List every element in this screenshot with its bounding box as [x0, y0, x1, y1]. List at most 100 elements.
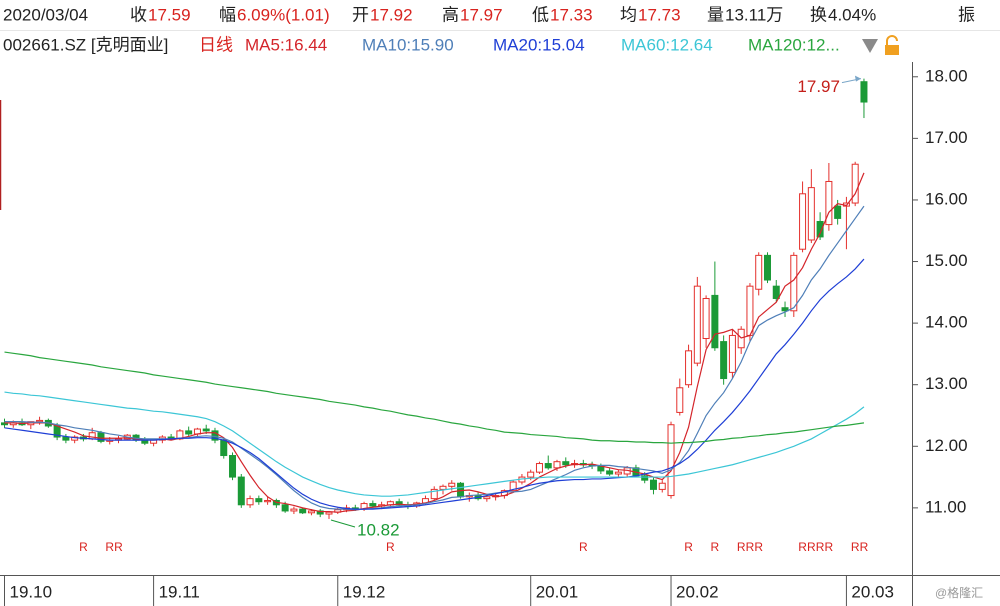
candle-body: [202, 428, 210, 432]
r-marker: R: [114, 540, 123, 554]
y-tick-label: 18.00: [925, 66, 968, 85]
candle-body: [430, 488, 438, 500]
candle-body: [71, 436, 79, 441]
candle-body: [781, 307, 789, 312]
period: 日线: [199, 35, 233, 54]
ma-line: [4, 258, 865, 510]
r-marker: R: [579, 540, 588, 554]
quote-value: 13.11万: [725, 5, 783, 24]
candle-body: [685, 350, 693, 386]
candle-body: [316, 510, 324, 515]
x-tick-label: 20.02: [676, 582, 719, 601]
r-marker: R: [851, 540, 860, 554]
x-tick-label: 19.11: [159, 582, 200, 601]
candle-body: [851, 163, 859, 204]
r-marker: R: [807, 540, 816, 554]
candle-body: [746, 285, 754, 336]
candle-body: [763, 254, 771, 281]
candle-body: [185, 430, 193, 435]
candle-body: [860, 81, 868, 103]
lock-icon[interactable]: [885, 35, 899, 55]
candle-body: [816, 221, 824, 238]
candle-body: [281, 504, 289, 512]
candle-body: [299, 508, 307, 514]
r-marker: R: [825, 540, 834, 554]
quote-value: 6.09%(1.01): [237, 5, 330, 24]
r-marker: R: [798, 540, 807, 554]
quote-date: 2020/03/04: [3, 5, 88, 24]
candle-body: [772, 285, 780, 299]
y-tick-label: 15.00: [925, 251, 968, 270]
quote-label: 收: [130, 5, 147, 24]
candle-body: [825, 180, 833, 226]
r-marker: R: [860, 540, 869, 554]
r-marker: R: [386, 540, 395, 554]
r-marker: R: [711, 540, 720, 554]
candle-body: [483, 496, 491, 500]
candle-body: [807, 187, 815, 241]
candle-body: [553, 461, 561, 469]
y-tick-label: 14.00: [925, 313, 968, 332]
candle-body: [676, 387, 684, 413]
y-tick-label: 11.00: [925, 497, 966, 516]
low-pointer: [330, 519, 356, 528]
quote-label: 换: [810, 5, 827, 24]
high-label: 17.97: [797, 77, 840, 96]
candle-body: [395, 501, 403, 506]
quote-value: 4.04%: [828, 5, 876, 24]
quote-value: 17.97: [460, 5, 503, 24]
y-tick-label: 17.00: [925, 128, 968, 147]
r-marker: R: [684, 540, 693, 554]
legend-entry: MA10:15.90: [362, 35, 454, 54]
y-tick-label: 13.00: [925, 374, 968, 393]
candle-body: [220, 439, 228, 457]
candle-body: [439, 485, 447, 490]
candle-body: [369, 503, 377, 507]
candle-body: [509, 481, 517, 492]
candle-body: [711, 294, 719, 349]
ma-line: [4, 172, 865, 513]
candle-body: [649, 479, 657, 490]
candle-body: [658, 482, 666, 490]
candle-body: [614, 471, 622, 475]
r-marker: R: [746, 540, 755, 554]
candle-body: [176, 430, 184, 440]
candle-body: [641, 475, 649, 481]
legend-entry: MA60:12.64: [621, 35, 713, 54]
candle-body: [799, 193, 807, 250]
candle-body: [527, 471, 535, 478]
plot: [1, 78, 868, 519]
dropdown-icon[interactable]: [862, 39, 878, 53]
y-tick-label: 12.00: [925, 436, 968, 455]
candle-body: [834, 205, 842, 219]
candle-body: [693, 285, 701, 364]
r-marker: R: [754, 540, 763, 554]
ma-line: [4, 391, 865, 497]
legend-entry: MA120:12...: [748, 35, 840, 54]
candle-body: [448, 482, 456, 487]
ma-line: [4, 205, 865, 511]
watermark: @格隆汇: [935, 585, 983, 600]
quote-value: 17.92: [370, 5, 413, 24]
candle-body: [307, 510, 315, 514]
x-tick-label: 19.10: [10, 582, 53, 601]
candle-body: [667, 424, 675, 497]
candle-body: [255, 498, 263, 503]
candle-body: [246, 498, 254, 506]
high-arrowhead: [854, 75, 861, 82]
candle-body: [237, 476, 245, 506]
quote-label: 量: [707, 5, 724, 24]
candle-body: [702, 297, 710, 340]
candle-body: [790, 254, 798, 312]
quote-label: 开: [352, 5, 369, 24]
quote-label: 幅: [219, 5, 236, 24]
x-tick-label: 20.01: [536, 582, 579, 601]
candle-body: [36, 419, 44, 423]
candle-body: [535, 463, 543, 473]
candle-body: [325, 511, 333, 515]
y-tick-label: 16.00: [925, 189, 968, 208]
candle-body: [264, 499, 272, 503]
low-label: 10.82: [357, 520, 400, 539]
candle-body: [97, 432, 105, 442]
